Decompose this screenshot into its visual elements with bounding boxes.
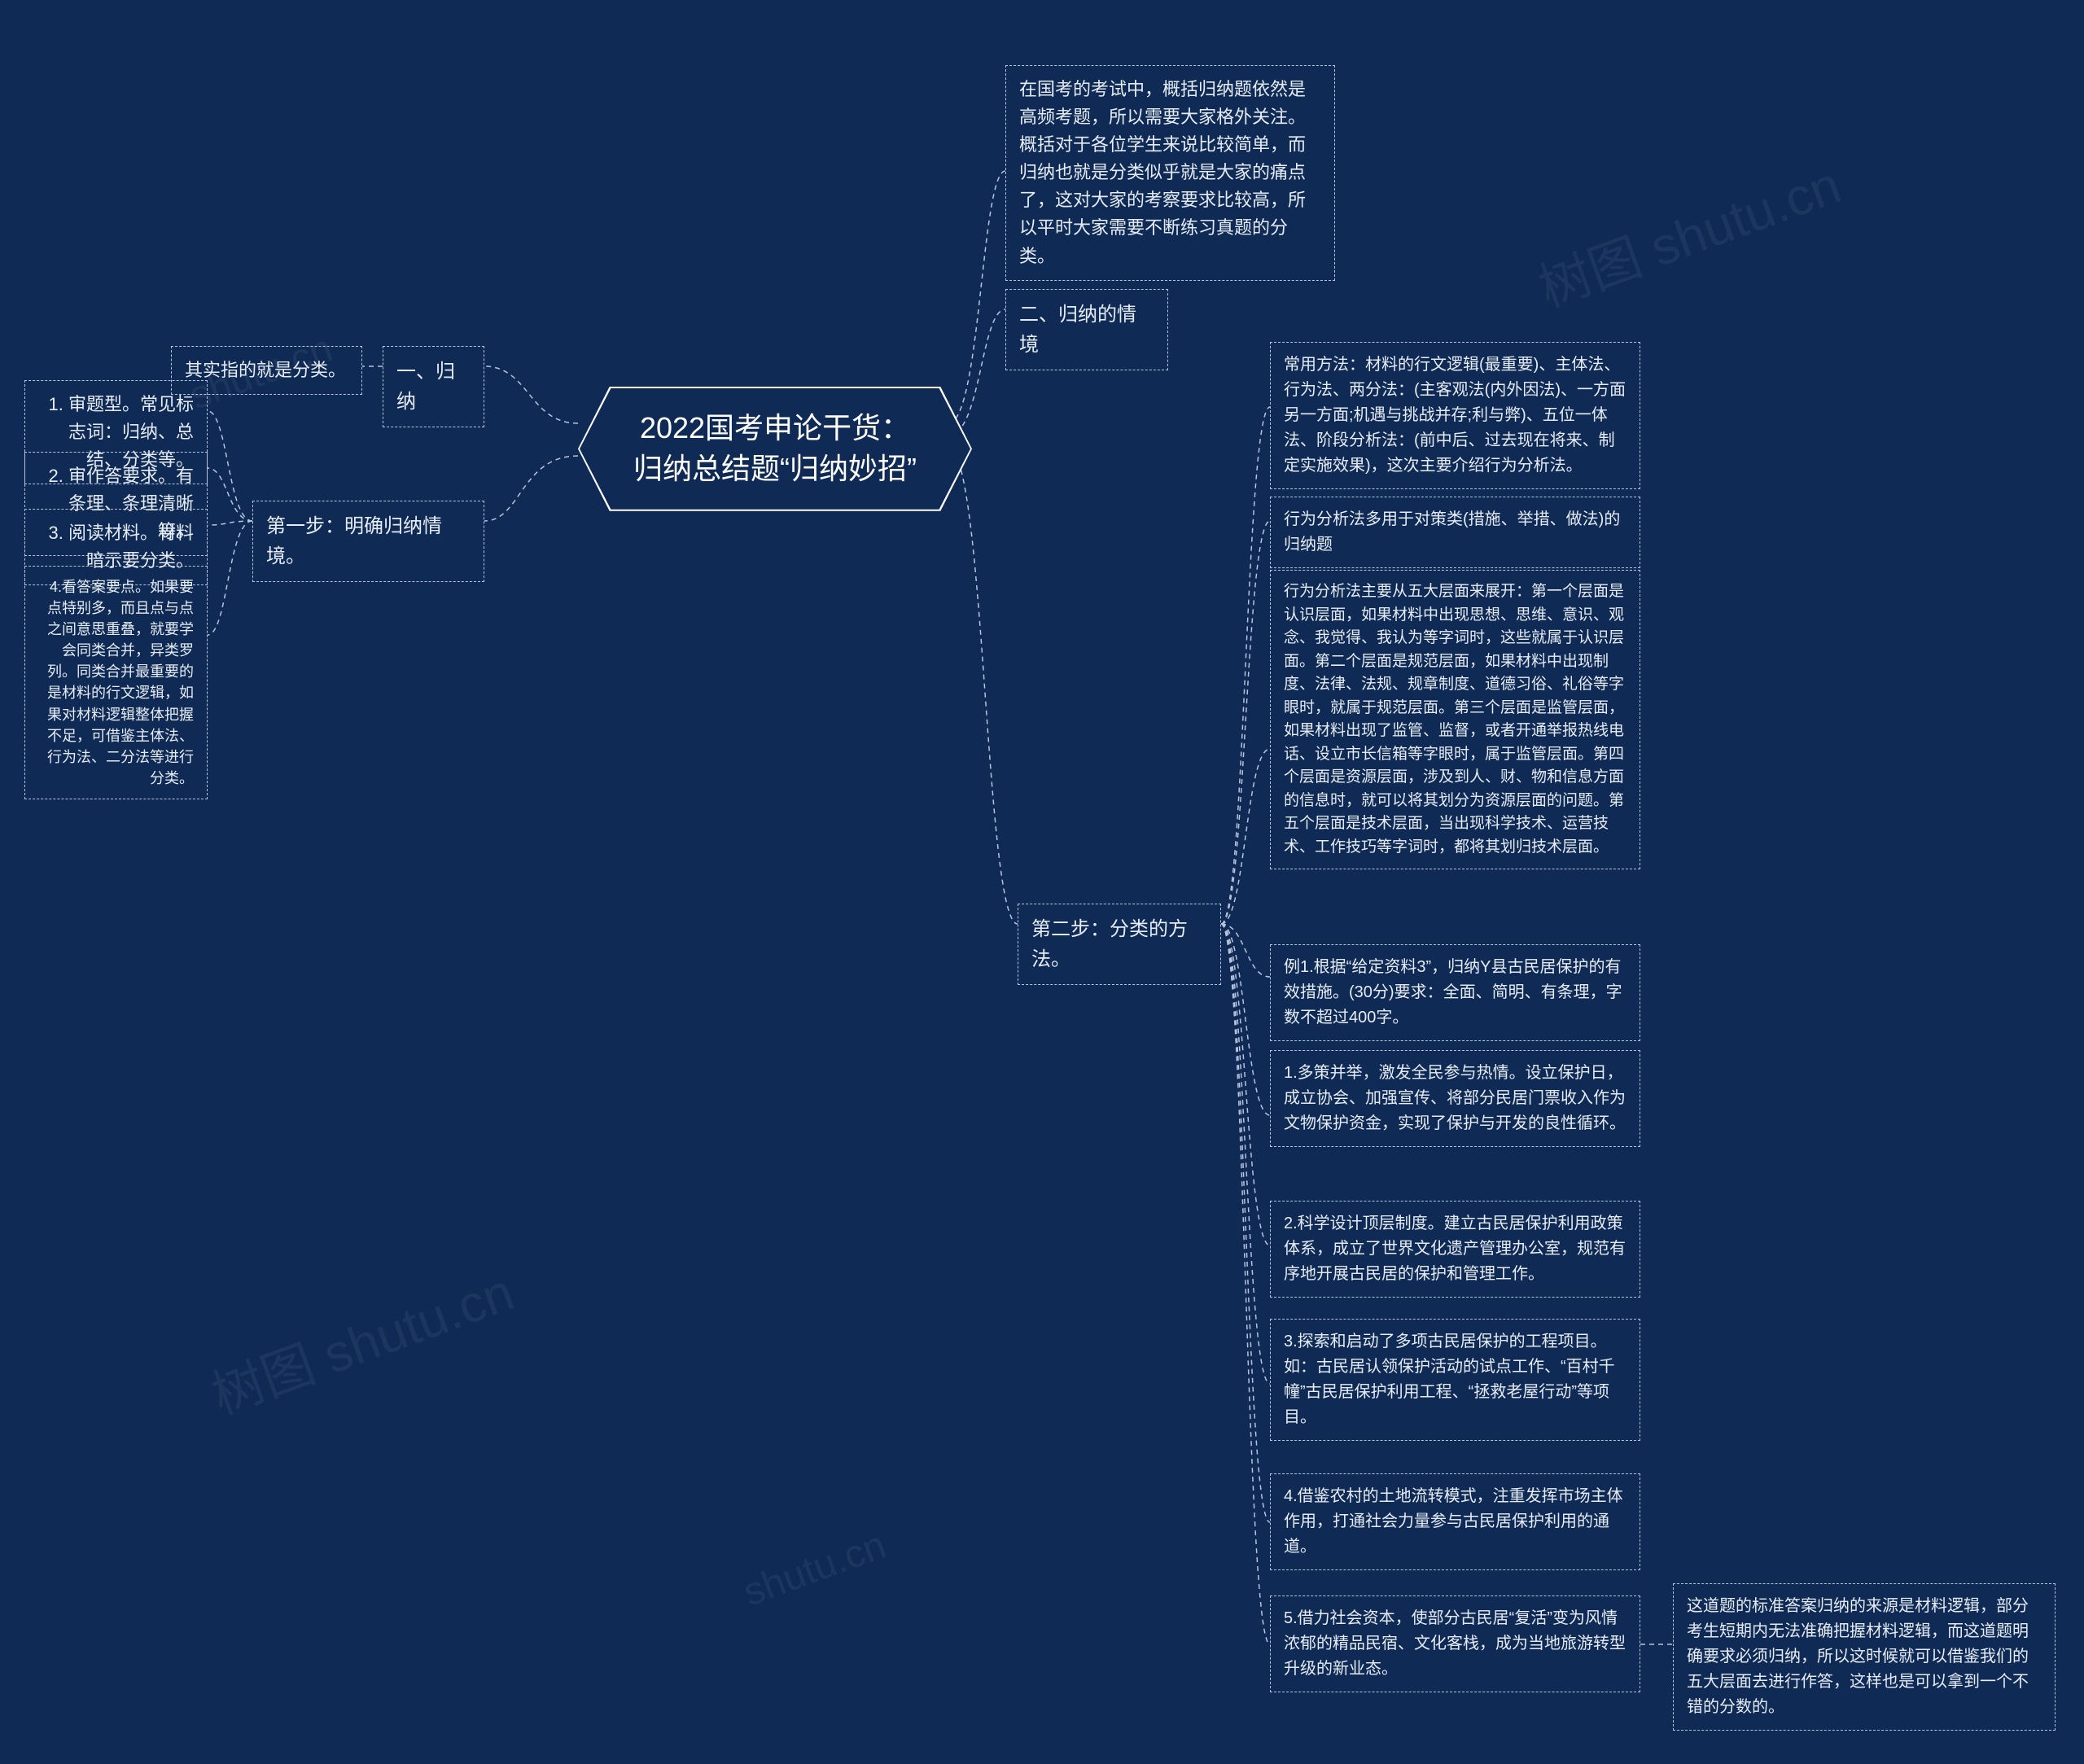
node-step2-item-8: 4.借鉴农村的土地流转模式，注重发挥市场主体作用，打通社会力量参与古民居保护利用… [1270, 1473, 1640, 1570]
node-step1: 第一步：明确归纳情境。 [252, 501, 484, 582]
node-er-qingjing: 二、归纳的情境 [1005, 289, 1168, 370]
node-step2: 第二步：分类的方法。 [1018, 904, 1221, 985]
node-step2-item-4: 例1.根据“给定资料3”，归纳Y县古民居保护的有效措施。(30分)要求：全面、简… [1270, 944, 1640, 1041]
node-intro: 在国考的考试中，概括归纳题依然是高频考题，所以需要大家格外关注。概括对于各位学生… [1005, 65, 1335, 281]
node-step1-item-4: 4.看答案要点。如果要点特别多，而且点与点之间意思重叠，就要学会同类合并，异类罗… [24, 566, 208, 799]
watermark: 树图 shutu.cn [200, 1250, 523, 1429]
node-step2-item-2: 行为分析法多用于对策类(措施、举措、做法)的归纳题 [1270, 497, 1640, 568]
node-step2-item-9: 5.借力社会资本，使部分古民居“复活”变为风情浓郁的精品民宿、文化客栈，成为当地… [1270, 1595, 1640, 1692]
node-step2-conclusion: 这道题的标准答案归纳的来源是材料逻辑，部分考生短期内无法准确把握材料逻辑，而这道… [1673, 1583, 2056, 1731]
node-step2-item-3: 行为分析法主要从五大层面来展开：第一个层面是认识层面，如果材料中出现思想、思维、… [1270, 570, 1640, 869]
watermark: shutu.cn [738, 1523, 891, 1616]
node-yi-guina: 一、归纳 [383, 346, 484, 427]
node-step2-item-1: 常用方法：材料的行文逻辑(最重要)、主体法、行为法、两分法：(主客观法(内外因法… [1270, 342, 1640, 489]
node-step2-item-6: 2.科学设计顶层制度。建立古民居保护利用政策体系，成立了世界文化遗产管理办公室，… [1270, 1201, 1640, 1298]
center-title: 2022国考申论干货：归纳总结题“归纳妙招” [580, 388, 970, 510]
mindmap-canvas: 树图 shutu.cn 树图 shutu.cn shutu.cn shutu.c… [0, 0, 2084, 1764]
center-node: 2022国考申论干货：归纳总结题“归纳妙招” [578, 387, 972, 511]
watermark: 树图 shutu.cn [1527, 143, 1850, 322]
node-step2-item-7: 3.探索和启动了多项古民居保护的工程项目。如：古民居认领保护活动的试点工作、“百… [1270, 1319, 1640, 1441]
node-step2-item-5: 1.多策并举，激发全民参与热情。设立保护日，成立协会、加强宣传、将部分民居门票收… [1270, 1050, 1640, 1147]
